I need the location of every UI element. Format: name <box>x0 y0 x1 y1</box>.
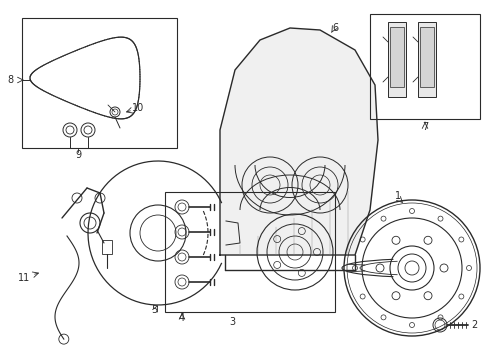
Bar <box>22 18 177 148</box>
Text: 5: 5 <box>151 305 157 315</box>
Text: 2: 2 <box>471 320 477 330</box>
Text: 3: 3 <box>229 317 235 327</box>
Text: 6: 6 <box>332 23 338 33</box>
Bar <box>370 14 480 119</box>
Text: 8: 8 <box>7 75 13 85</box>
Text: 10: 10 <box>132 103 144 113</box>
Text: 7: 7 <box>422 122 428 132</box>
Bar <box>165 192 335 312</box>
Polygon shape <box>220 28 378 255</box>
Bar <box>388 22 406 97</box>
Text: 9: 9 <box>75 150 81 160</box>
Text: 11: 11 <box>18 273 30 283</box>
Text: 1: 1 <box>395 191 401 201</box>
Text: 4: 4 <box>179 313 185 323</box>
Bar <box>102 240 112 254</box>
Bar <box>390 27 404 87</box>
Bar <box>420 27 434 87</box>
Bar <box>418 22 436 97</box>
